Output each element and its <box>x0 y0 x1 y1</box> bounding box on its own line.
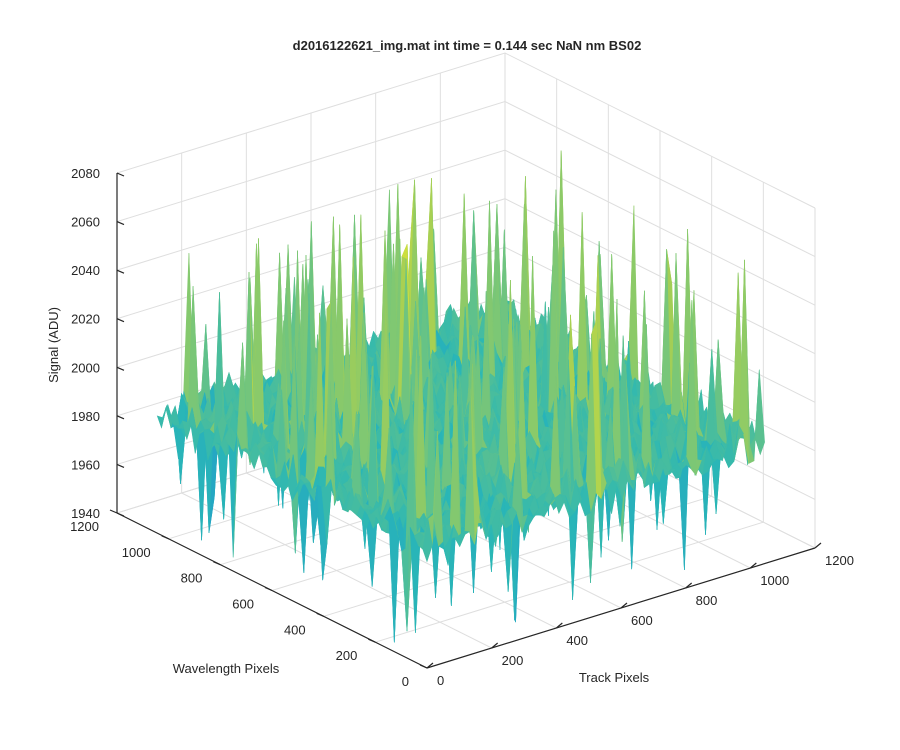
x-tick-mark <box>749 562 757 569</box>
z-tick-mark <box>116 318 125 323</box>
y-tick-label: 400 <box>284 622 306 637</box>
surface-cell <box>628 205 639 386</box>
x-tick-mark <box>685 582 693 589</box>
z-tick-label: 1960 <box>71 457 100 472</box>
x-tick-mark <box>555 622 563 629</box>
y-axis-label: Wavelength Pixels <box>173 661 280 676</box>
z-tick-mark <box>116 415 125 420</box>
z-tick-label: 2040 <box>71 263 100 278</box>
z-axis-label: Signal (ADU) <box>46 307 61 383</box>
z-tick-mark <box>116 512 125 517</box>
x-tick-label: 200 <box>502 653 524 668</box>
y-tick-mark <box>161 535 169 540</box>
grid-line <box>116 149 816 306</box>
z-tick-mark <box>116 172 125 177</box>
x-tick-mark <box>620 602 628 609</box>
y-tick-mark <box>264 586 273 592</box>
x-axis-label: Track Pixels <box>579 670 650 685</box>
z-tick-label: 2000 <box>71 360 100 375</box>
x-tick-label: 1200 <box>825 553 854 568</box>
grid-line <box>375 521 764 643</box>
y-tick-label: 1200 <box>70 519 99 534</box>
z-tick-mark <box>116 366 125 371</box>
y-tick-mark <box>316 612 324 617</box>
z-tick-label: 2020 <box>71 312 100 327</box>
x-tick-label: 800 <box>696 593 718 608</box>
z-tick-mark <box>116 221 125 226</box>
grid-line <box>116 52 816 209</box>
z-tick-label: 2080 <box>71 166 100 181</box>
x-tick-label: 0 <box>437 673 444 688</box>
y-tick-mark <box>109 509 118 514</box>
x-tick-label: 600 <box>631 613 653 628</box>
y-tick-label: 1000 <box>122 545 151 560</box>
y-tick-label: 800 <box>181 571 203 586</box>
x-tick-label: 1000 <box>760 573 789 588</box>
z-tick-mark <box>116 269 125 274</box>
z-tick-label: 2060 <box>71 215 100 230</box>
surface-mesh <box>156 150 765 643</box>
surface-cell <box>388 513 399 643</box>
grid-line <box>116 198 816 355</box>
x-tick-mark <box>426 662 434 669</box>
x-tick-mark <box>491 642 499 649</box>
surface-cell <box>422 519 433 563</box>
y-tick-mark <box>213 561 221 566</box>
axes-lines <box>109 172 822 669</box>
z-tick-label: 1980 <box>71 409 100 424</box>
x-tick-label: 400 <box>566 633 588 648</box>
z-tick-mark <box>116 463 125 468</box>
y-tick-label: 600 <box>232 597 254 612</box>
tick-labels: 0 200 400 600 800 1000 1200 0 200 400 600 800 1000 12… <box>70 166 854 689</box>
y-tick-label: 0 <box>402 674 409 689</box>
z-tick-label: 1940 <box>71 506 100 521</box>
grid-line <box>116 101 816 258</box>
x-tick-mark <box>814 542 822 549</box>
chart-title: d2016122621_img.mat int time = 0.144 sec… <box>293 38 642 53</box>
y-tick-mark <box>368 638 376 643</box>
y-tick-mark <box>419 664 428 669</box>
y-tick-label: 200 <box>336 648 358 663</box>
